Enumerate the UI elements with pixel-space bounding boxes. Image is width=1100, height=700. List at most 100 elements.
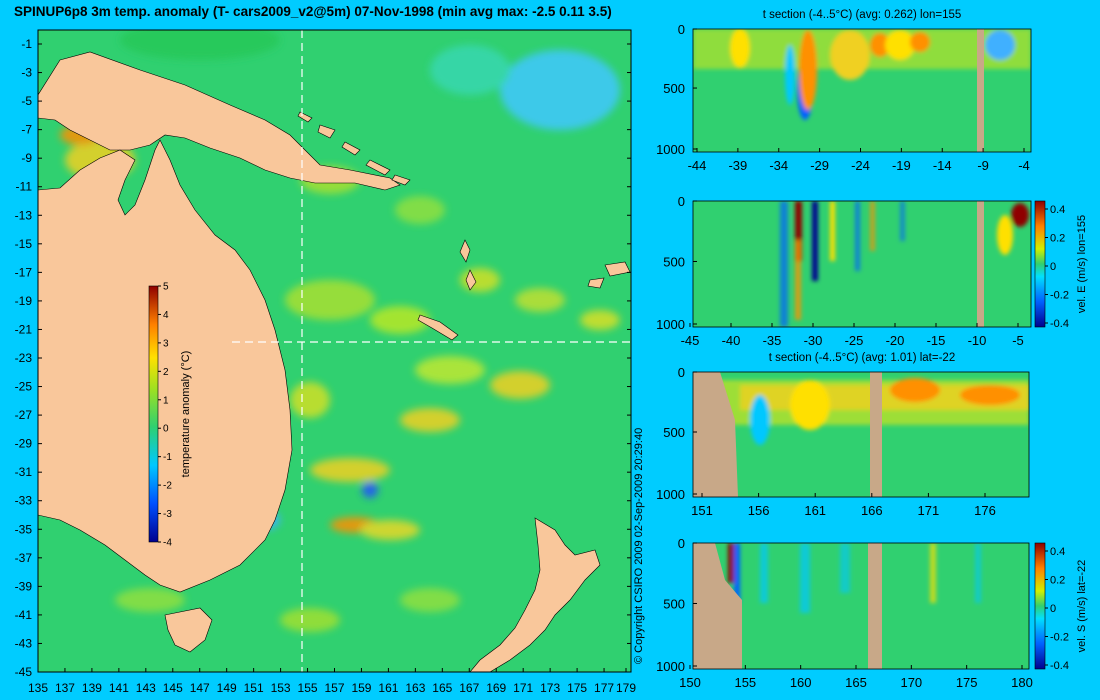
- section-x-tick-label: -40: [722, 333, 741, 348]
- velocity-colorbar-tick-label: -0.2: [1050, 290, 1069, 302]
- section-y-tick-label: 500: [663, 425, 685, 440]
- section-x-tick-label: 165: [845, 675, 867, 690]
- land-masses: [38, 51, 631, 672]
- map-lat-tick-label: -41: [15, 608, 33, 622]
- section-y-tick-label: 0: [678, 365, 685, 380]
- map-lat-tick-label: -25: [15, 380, 33, 394]
- colorbar-tick-label: 1: [163, 395, 169, 406]
- colorbar-tick-label: 3: [163, 338, 169, 349]
- section-y-tick-label: 1000: [656, 142, 685, 157]
- section-y-tick-label: 0: [678, 22, 685, 37]
- new-caledonia: [417, 314, 459, 341]
- panel-1-title: t section (-4..5°C) (avg: 0.262) lon=155: [763, 9, 962, 21]
- map-lon-tick-label: 163: [405, 681, 425, 695]
- map-lat-tick-label: -33: [15, 494, 33, 508]
- section-x-tick-label: 175: [956, 675, 978, 690]
- velocity-colorbar-2: [1034, 542, 1046, 670]
- map-lat-tick-label: -43: [15, 636, 33, 650]
- new-zealand: [469, 517, 601, 672]
- section-x-tick-label: 161: [804, 503, 826, 518]
- velocity-colorbar-tick-label: 0.2: [1050, 233, 1065, 245]
- section-x-tick-label: 170: [900, 675, 922, 690]
- colorbar-tick-label: 2: [163, 367, 169, 378]
- section-x-tick-label: 156: [748, 503, 770, 518]
- section-x-tick-label: -15: [927, 333, 946, 348]
- velocity-colorbar-tick-label: 0.4: [1050, 204, 1065, 216]
- map-lon-tick-label: 151: [244, 681, 264, 695]
- map-lon-tick-label: 149: [217, 681, 237, 695]
- map-lon-tick-label: 179: [616, 681, 636, 695]
- map-lon-tick-label: 165: [432, 681, 452, 695]
- panel-2-cbar-label: vel. E (m/s) lon=155: [1076, 215, 1088, 313]
- section-y-tick-label: 500: [663, 81, 685, 96]
- map-panel: 135 137 139 141 143 145 147 149 151 153 155 157 159 1…: [15, 29, 636, 695]
- map-lon-tick-label: 159: [351, 681, 371, 695]
- map-lat-tick-label: -3: [21, 66, 32, 80]
- section-x-tick-label: -35: [763, 333, 782, 348]
- colorbar-ticks: 5 4 3 2 1 0 -1 -2 -3 -4: [158, 282, 172, 549]
- tasmania: [164, 607, 213, 653]
- colorbar-tick-label: 5: [163, 282, 169, 293]
- map-lon-tick-label: 153: [271, 681, 291, 695]
- map-lat-tick-label: -7: [21, 123, 32, 137]
- map-lon-tick-label: 175: [567, 681, 587, 695]
- section-y-tick-label: 1000: [656, 659, 685, 674]
- map-lon-tick-label: 167: [459, 681, 479, 695]
- section-x-tick-label: 160: [790, 675, 812, 690]
- map-lat-tick-label: -37: [15, 551, 33, 565]
- section-x-tick-label: 151: [691, 503, 713, 518]
- map-lon-tick-label: 135: [28, 681, 48, 695]
- section-panel-2: 0 500 1000-45 -40 -35 -30 -25 -20 -15 -10 -5 0.4 0.2…: [656, 194, 1069, 348]
- section-x-tick-label: -4: [1018, 158, 1030, 173]
- copyright-text: © Copyright CSIRO 2009 02-Sep-2009 20:29…: [633, 428, 645, 664]
- map-lat-tick-label: -45: [15, 665, 33, 679]
- map-lat-tick-label: -21: [15, 322, 33, 336]
- colorbar-label: temperature anomaly (°C): [180, 351, 192, 478]
- map-lat-tick-label: -29: [15, 437, 33, 451]
- map-lon-tick-label: 137: [55, 681, 75, 695]
- colorbar-tick-label: -1: [163, 452, 172, 463]
- map-lon-tick-label: 143: [136, 681, 156, 695]
- colorbar-tick-label: 4: [163, 310, 169, 321]
- section-panel-3: 0 500 1000 151 156 161 166 171 176: [656, 365, 1030, 518]
- velocity-colorbar-tick-label: -0.4: [1050, 660, 1069, 672]
- map-lat-tick-label: -1: [21, 37, 32, 51]
- map-lon-tick-label: 171: [513, 681, 533, 695]
- section-y-tick-label: 500: [663, 596, 685, 611]
- map-lon-tick-label: 169: [486, 681, 506, 695]
- section-x-tick-label: 150: [679, 675, 701, 690]
- figure-title: SPINUP6p8 3m temp. anomaly (T- cars2009_…: [14, 4, 612, 19]
- velocity-colorbar-tick-label: 0: [1050, 603, 1056, 615]
- velocity-colorbar-1: [1034, 200, 1046, 328]
- velocity-colorbar-tick-label: -0.2: [1050, 632, 1069, 644]
- section-y-tick-label: 1000: [656, 487, 685, 502]
- colorbar-tick-label: -4: [163, 538, 172, 549]
- temp-colorbar: [148, 285, 159, 543]
- section-x-tick-label: 166: [861, 503, 883, 518]
- section-y-tick-label: 1000: [656, 317, 685, 332]
- velocity-colorbar-tick-label: 0: [1050, 261, 1056, 273]
- map-lat-tick-label: -11: [16, 180, 33, 194]
- colorbar-tick-label: 0: [163, 424, 169, 435]
- section-x-tick-label: -30: [804, 333, 823, 348]
- section-x-tick-label: 155: [734, 675, 756, 690]
- map-lat-tick-label: -23: [15, 351, 33, 365]
- map-lon-tick-label: 177: [594, 681, 614, 695]
- section-x-tick-label: 180: [1011, 675, 1033, 690]
- map-lat-tick-label: -39: [15, 579, 33, 593]
- map-lon-tick-label: 147: [190, 681, 210, 695]
- australia: [38, 139, 293, 593]
- section-x-tick-label: -19: [892, 158, 911, 173]
- velocity-colorbar-tick-label: -0.4: [1050, 318, 1069, 330]
- section-x-tick-label: -45: [681, 333, 700, 348]
- colorbar-tick-label: -3: [163, 509, 172, 520]
- map-lon-tick-label: 145: [163, 681, 183, 695]
- panel-3-title: t section (-4..5°C) (avg: 1.01) lat=-22: [769, 352, 955, 364]
- section-x-tick-label: -25: [845, 333, 864, 348]
- section-x-tick-label: -20: [886, 333, 905, 348]
- map-lat-tick-label: -5: [21, 94, 32, 108]
- map-lat-tick-label: -13: [15, 208, 33, 222]
- velocity-colorbar-tick-label: 0.4: [1050, 546, 1065, 558]
